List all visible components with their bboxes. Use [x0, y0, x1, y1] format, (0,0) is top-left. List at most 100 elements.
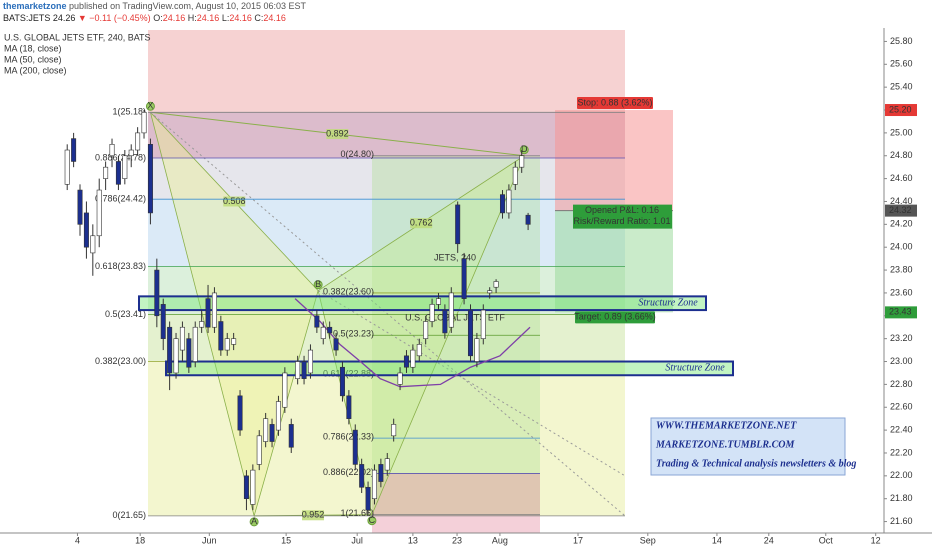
x-tick-label: 18	[135, 535, 145, 545]
header-line: themarketzone published on TradingView.c…	[3, 1, 307, 11]
x-tick-label: Oct	[819, 535, 834, 545]
ratio-label: 0.892	[326, 128, 349, 138]
candle-body	[295, 361, 301, 379]
published: published on TradingView.com, August 10,…	[69, 1, 306, 11]
candle-body	[512, 166, 518, 185]
y-tick-label: 24.20	[890, 219, 913, 229]
candle-body	[455, 204, 461, 245]
price-badge	[885, 204, 917, 217]
candle-body	[525, 214, 531, 225]
ohlc-value: 24.16	[163, 13, 186, 23]
candle-body	[301, 361, 307, 379]
ratio-bg	[302, 510, 325, 521]
y-tick-label: 22.60	[890, 402, 913, 412]
pattern-point-label: C	[369, 515, 376, 525]
candle-body	[487, 290, 493, 294]
fib-label: 0.618(23.83)	[95, 261, 146, 271]
y-tick-label: 23.60	[890, 287, 913, 297]
indicator-name: MA (18, close)	[4, 43, 62, 53]
price-badge-label: 24.32	[889, 205, 912, 215]
candle-body	[480, 309, 486, 339]
candle-body	[288, 424, 294, 448]
x-tick-label: 4	[75, 535, 80, 545]
x-tick-label: Aug	[492, 535, 508, 545]
pattern-point	[249, 517, 259, 527]
candle-body	[167, 326, 173, 374]
candle-body	[493, 281, 499, 288]
y-tick-label: 25.40	[890, 82, 913, 92]
x-tick-label: 15	[281, 535, 291, 545]
candle-body	[467, 309, 473, 357]
candle-body	[333, 338, 339, 351]
fib-label: 0.786(22.33)	[323, 431, 374, 441]
fib-band	[148, 158, 625, 200]
user[interactable]: themarketzone	[3, 1, 67, 11]
candle-body	[103, 166, 109, 179]
candle-body	[109, 144, 115, 157]
candle-body	[435, 298, 441, 305]
target-label: Target: 0.89 (3.66%)	[574, 312, 656, 322]
change: ▼ −0.11 (−0.45%)	[78, 13, 151, 23]
zone zone-label: Structure Zone	[638, 298, 698, 309]
pattern-point-label: X	[147, 101, 153, 111]
target-label-bg	[575, 311, 655, 324]
fib-band	[148, 199, 625, 267]
pattern-point-label: B	[315, 279, 321, 289]
candle-body	[352, 429, 358, 465]
candle-body	[499, 194, 505, 214]
candle-body	[256, 435, 262, 465]
pattern-point	[145, 101, 155, 111]
watermark-name: U.S. GLOBAL JETS ETF	[405, 312, 505, 322]
price-badge	[885, 306, 917, 319]
y-tick-label: 22.20	[890, 447, 913, 457]
fib-label: 0.886(24.78)	[95, 152, 146, 162]
candle-body	[275, 401, 281, 431]
x-tick-label: 24	[764, 535, 774, 545]
candle-body	[122, 155, 128, 179]
candle-body	[237, 395, 243, 431]
candle-body	[397, 372, 403, 385]
y-tick-label: 21.80	[890, 493, 913, 503]
fib-label: 0(24.80)	[340, 149, 374, 159]
candle-body	[205, 298, 211, 328]
candle-body	[141, 112, 147, 134]
candle-body	[327, 326, 333, 334]
ohlc-value: 24.16	[197, 13, 220, 23]
fib-band	[148, 266, 625, 315]
candle-body	[519, 155, 525, 168]
ratio-label: 0.508	[223, 196, 246, 206]
candle-body	[90, 235, 96, 254]
ratio-label: 0.952	[302, 510, 325, 520]
indicator-name: MA (200, close)	[4, 65, 67, 75]
x-tick-label: Jun	[202, 535, 217, 545]
trend-dash	[150, 111, 626, 517]
rr-label: Risk/Reward Ratio: 1.01	[573, 216, 670, 226]
fib-label: 1(21.66)	[340, 508, 374, 518]
y-tick-label: 23.80	[890, 264, 913, 274]
candle-body	[250, 469, 256, 505]
candle-body	[243, 475, 249, 500]
candle-body	[154, 269, 160, 317]
candle-body	[506, 189, 512, 214]
price-badge-label: 23.43	[889, 307, 912, 317]
candle-body	[410, 349, 416, 368]
candle-body	[346, 395, 352, 419]
ratio-bg	[410, 218, 433, 229]
fib-label: 0.5(23.23)	[333, 329, 374, 339]
candle-body	[115, 161, 121, 185]
info-box	[650, 417, 846, 476]
symbol: BATS:JETS 24.26	[3, 13, 75, 23]
candle-body	[461, 258, 467, 299]
candle-body	[224, 338, 230, 351]
quote-line: BATS:JETS 24.26 ▼ −0.11 (−0.45%) O:24.16…	[3, 13, 286, 23]
candle-body	[135, 132, 141, 151]
y-tick-label: 24.40	[890, 196, 913, 206]
candle-body	[307, 349, 313, 374]
fib-zone-low	[372, 473, 540, 533]
fib-label: 0.382(23.60)	[323, 286, 374, 296]
candle-body	[186, 338, 192, 368]
fib-label: 0.5(23.41)	[105, 309, 146, 319]
fib-label: 0(21.65)	[112, 510, 146, 520]
fib-label: 1(25.18)	[112, 107, 146, 117]
price-badge-label: 25.20	[889, 104, 912, 114]
